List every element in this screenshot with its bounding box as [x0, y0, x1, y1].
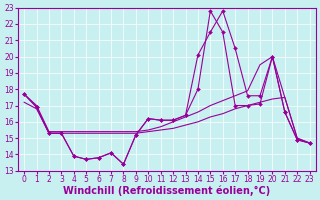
X-axis label: Windchill (Refroidissement éolien,°C): Windchill (Refroidissement éolien,°C) — [63, 185, 270, 196]
